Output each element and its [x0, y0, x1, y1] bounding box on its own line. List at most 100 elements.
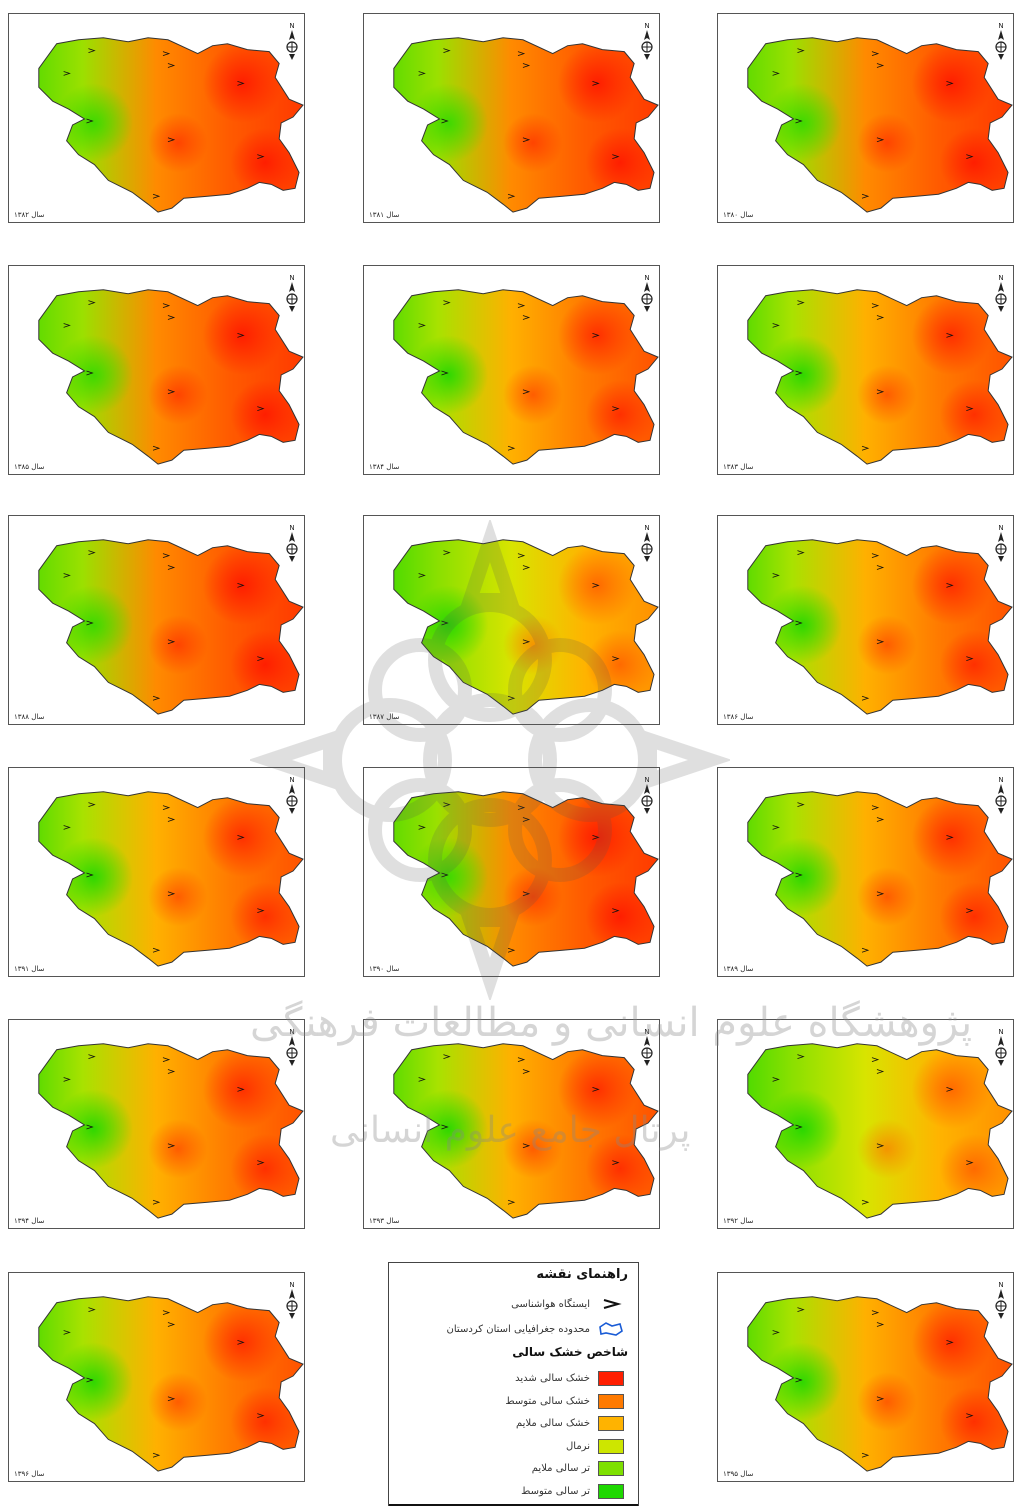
svg-text:N: N [289, 1028, 294, 1036]
drought-map [38, 1296, 304, 1472]
legend-class-label: نرمال [566, 1440, 590, 1452]
legend-swatch [598, 1483, 624, 1499]
drought-map-panel: N سال ۱۳۸۷ [363, 515, 660, 725]
north-arrow-icon: N [286, 22, 298, 60]
map-year-label: سال ۱۳۸۱ [369, 211, 400, 219]
drought-map-panel: N سال ۱۳۹۱ [8, 767, 305, 977]
drought-map-panel: N سال ۱۳۸۰ [717, 13, 1014, 223]
drought-map [747, 1043, 1013, 1219]
svg-text:N: N [644, 776, 649, 784]
legend-index-title: شاخص خشک سالی [512, 1345, 628, 1359]
north-arrow-icon: N [286, 524, 298, 562]
drought-map [38, 1043, 304, 1219]
north-arrow-icon: N [995, 524, 1007, 562]
map-year-label: سال ۱۳۸۹ [723, 965, 754, 973]
svg-text:N: N [644, 1028, 649, 1036]
map-year-label: سال ۱۳۸۷ [369, 713, 400, 721]
drought-map [393, 289, 659, 465]
map-legend: راهنمای نقشه ایستگاه هواشناسی محدوده جغر… [388, 1262, 639, 1506]
drought-map-panel: N سال ۱۳۸۶ [717, 515, 1014, 725]
map-year-label: سال ۱۳۸۴ [369, 463, 400, 471]
svg-text:N: N [289, 22, 294, 30]
drought-map-panel: N سال ۱۳۸۸ [8, 515, 305, 725]
map-year-label: سال ۱۳۸۰ [723, 211, 754, 219]
drought-map [393, 791, 659, 967]
drought-map [747, 289, 1013, 465]
legend-swatch [598, 1438, 624, 1454]
svg-text:N: N [998, 1028, 1003, 1036]
north-arrow-icon: N [641, 776, 653, 814]
svg-text:N: N [998, 524, 1003, 532]
legend-station-label: ایستگاه هواشناسی [511, 1298, 590, 1310]
north-arrow-icon: N [641, 524, 653, 562]
drought-map-panel: N سال ۱۳۸۱ [363, 13, 660, 223]
drought-map [747, 539, 1013, 715]
map-year-label: سال ۱۳۹۳ [369, 1217, 400, 1225]
drought-map-panel: N سال ۱۳۹۴ [8, 1019, 305, 1229]
north-arrow-icon: N [995, 1028, 1007, 1066]
legend-swatch [598, 1371, 624, 1386]
svg-text:N: N [644, 274, 649, 282]
svg-text:N: N [289, 274, 294, 282]
north-arrow-icon: N [641, 274, 653, 312]
legend-boundary-label: محدوده جغرافیایی استان کردستان [446, 1323, 590, 1335]
map-year-label: سال ۱۳۸۳ [723, 463, 754, 471]
drought-map [38, 539, 304, 715]
north-arrow-icon: N [995, 1281, 1007, 1319]
legend-class-row: خشک سالی متوسط [505, 1393, 624, 1409]
legend-class-label: خشک سالی ملایم [516, 1418, 590, 1429]
drought-map-panel: N سال ۱۳۸۳ [717, 265, 1014, 475]
svg-text:N: N [644, 22, 649, 30]
legend-class-row: نرمال [566, 1438, 624, 1454]
svg-text:N: N [998, 22, 1003, 30]
north-arrow-icon: N [995, 274, 1007, 312]
map-year-label: سال ۱۳۹۲ [723, 1217, 754, 1225]
drought-map [747, 1296, 1013, 1472]
drought-map [393, 1043, 659, 1219]
svg-text:N: N [998, 1281, 1003, 1289]
map-year-label: سال ۱۳۸۶ [723, 713, 754, 721]
drought-map-panel: N سال ۱۳۸۲ [8, 13, 305, 223]
drought-map [393, 539, 659, 715]
drought-map [747, 37, 1013, 213]
map-year-label: سال ۱۳۹۰ [369, 965, 400, 973]
north-arrow-icon: N [286, 1281, 298, 1319]
map-year-label: سال ۱۳۹۱ [14, 965, 45, 973]
svg-text:N: N [998, 776, 1003, 784]
map-year-label: سال ۱۳۸۲ [14, 211, 45, 219]
legend-swatch [598, 1461, 624, 1476]
drought-map [393, 37, 659, 213]
drought-map [38, 37, 304, 213]
map-year-label: سال ۱۳۸۵ [14, 463, 45, 471]
north-arrow-icon: N [995, 22, 1007, 60]
svg-text:N: N [289, 776, 294, 784]
drought-map [38, 289, 304, 465]
legend-swatch [598, 1393, 624, 1409]
legend-class-label: خشک سالی شدید [515, 1373, 590, 1384]
boundary-outline-icon [599, 1322, 623, 1336]
legend-boundary-row: محدوده جغرافیایی استان کردستان [447, 1321, 624, 1337]
legend-class-row: تر سالی ملایم [532, 1461, 624, 1476]
map-year-label: سال ۱۳۹۵ [723, 1470, 754, 1478]
map-year-label: سال ۱۳۹۴ [14, 1217, 45, 1225]
legend-station-row: ایستگاه هواشناسی [511, 1297, 624, 1311]
map-year-label: سال ۱۳۸۸ [14, 713, 45, 721]
drought-map-panel: N سال ۱۳۸۵ [8, 265, 305, 475]
legend-class-row: تر سالی متوسط [521, 1483, 624, 1499]
station-symbol-icon [603, 1299, 622, 1309]
svg-text:N: N [998, 274, 1003, 282]
north-arrow-icon: N [641, 1028, 653, 1066]
legend-class-label: تر سالی ملایم [531, 1463, 590, 1474]
drought-map-panel: N سال ۱۳۹۵ [717, 1272, 1014, 1482]
north-arrow-icon: N [286, 1028, 298, 1066]
legend-class-label: تر سالی متوسط [521, 1485, 590, 1497]
drought-map [747, 791, 1013, 967]
legend-swatch [598, 1416, 624, 1431]
legend-class-row: خشک سالی ملایم [516, 1416, 624, 1431]
drought-map-panel: N سال ۱۳۹۳ [363, 1019, 660, 1229]
drought-map-panel: N سال ۱۳۹۶ [8, 1272, 305, 1482]
map-year-label: سال ۱۳۹۶ [14, 1470, 45, 1478]
drought-map-panel: N سال ۱۳۹۲ [717, 1019, 1014, 1229]
north-arrow-icon: N [995, 776, 1007, 814]
drought-map-panel: N سال ۱۳۸۹ [717, 767, 1014, 977]
